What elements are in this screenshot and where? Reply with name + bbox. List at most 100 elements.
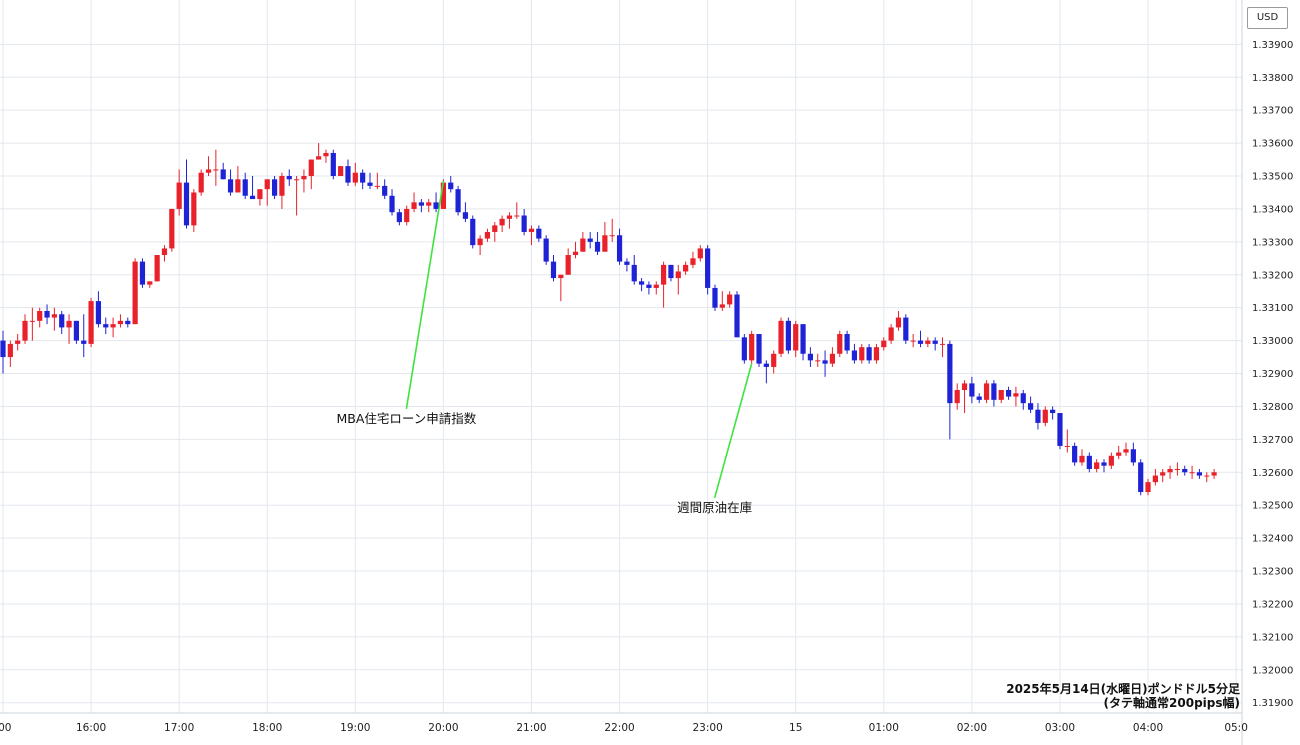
candle [1005,386,1012,400]
y-tick-label: 1.33700 [1252,106,1293,117]
candle-body [866,347,872,361]
candle [15,334,21,351]
candle-body [594,241,601,252]
candle-body [477,238,483,246]
candle-body [609,235,615,237]
candle [976,393,982,404]
y-tick-label: 1.32800 [1252,402,1293,413]
candle [683,261,689,275]
candle-body [345,166,351,183]
candle [426,199,432,213]
candle-body [7,343,13,358]
candle-body [316,156,322,160]
candle [1138,459,1144,496]
candle-body [110,324,116,328]
candle [763,360,769,384]
candle-body [829,353,836,364]
candle [800,324,806,361]
candle [1196,468,1203,479]
candle [506,212,513,229]
candle-body [587,238,593,242]
candle-body [947,343,953,404]
candle [249,176,256,200]
candle [1079,449,1085,466]
candle-body [147,281,153,285]
candle-body [191,192,197,226]
y-tick-label: 1.32600 [1252,468,1293,479]
y-tick-label: 1.32400 [1252,534,1293,545]
candle-body [338,166,344,177]
candle [837,330,843,358]
candle-body [433,202,439,209]
candle-body [73,320,79,341]
candle [954,383,960,410]
candle [73,320,79,344]
candle [183,159,190,229]
y-tick-label: 1.33800 [1252,73,1293,84]
candle-body [22,320,28,341]
candle-body [242,179,248,196]
candle-body [903,317,909,341]
candle-body [367,182,373,186]
candle [1013,386,1019,407]
candle-body [1064,445,1070,447]
candle-body [998,389,1004,400]
candle [1116,445,1122,460]
candle-body [15,340,21,344]
candle-body [389,195,395,213]
candle [712,284,718,311]
candle-body [624,261,630,265]
candle [778,317,784,358]
y-tick-label: 1.33200 [1252,270,1293,281]
candle-body [683,264,689,272]
candle [866,343,872,364]
currency-label[interactable]: USD [1247,7,1288,29]
candle-body [712,287,718,308]
candle [741,334,747,364]
candle [1086,452,1092,473]
candle-body [1189,472,1195,474]
candle-body [330,152,336,177]
candle [95,291,102,328]
candle-body [925,340,931,344]
candle [1042,406,1048,427]
candle [998,389,1004,404]
candle-body [851,350,858,361]
candle [360,169,366,190]
candle [411,192,417,213]
candle-body [132,261,138,325]
candle [323,149,329,163]
candle-body [881,340,887,348]
y-tick-label: 1.33900 [1252,40,1293,51]
y-tick-label: 1.32300 [1252,567,1293,578]
annotation-leader-line [405,180,445,410]
candle-body [499,218,505,226]
candle [352,162,358,186]
candle [139,258,146,288]
candle [37,307,43,328]
candle-body [286,176,292,180]
candle-body [1108,455,1114,466]
candle-body [543,238,549,262]
candle [888,324,894,344]
candle [389,189,395,216]
y-tick-label: 1.32200 [1252,599,1293,610]
candle-body [1204,475,1210,477]
candle-body [675,271,681,279]
y-tick-label: 1.33000 [1252,336,1293,347]
candle [257,189,263,206]
candle-body [352,172,358,183]
candle-body [382,185,388,196]
candle [690,251,696,269]
y-tick-label: 1.33300 [1252,237,1293,248]
candle [1182,465,1188,476]
candle [191,189,197,232]
candle [807,347,813,367]
candle [521,208,527,236]
candle [947,340,953,440]
candle-body [690,258,696,265]
candle [1174,462,1180,476]
candle-body [1079,455,1085,463]
candle-body [1182,468,1188,473]
candle-body [1072,445,1078,463]
